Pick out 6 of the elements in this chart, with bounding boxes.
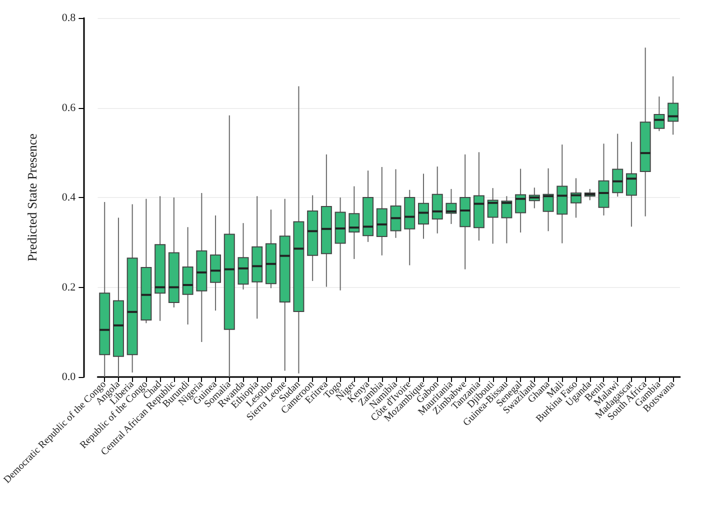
y-tick-label: 0.4 bbox=[62, 192, 76, 204]
y-tick-label: 0.0 bbox=[62, 371, 76, 383]
y-tick-label: 0.2 bbox=[62, 281, 76, 294]
y-tick-label: 0.8 bbox=[62, 12, 76, 24]
y-tick-label: 0.6 bbox=[62, 102, 76, 114]
y-axis-title: Predicted State Presence bbox=[24, 133, 40, 262]
